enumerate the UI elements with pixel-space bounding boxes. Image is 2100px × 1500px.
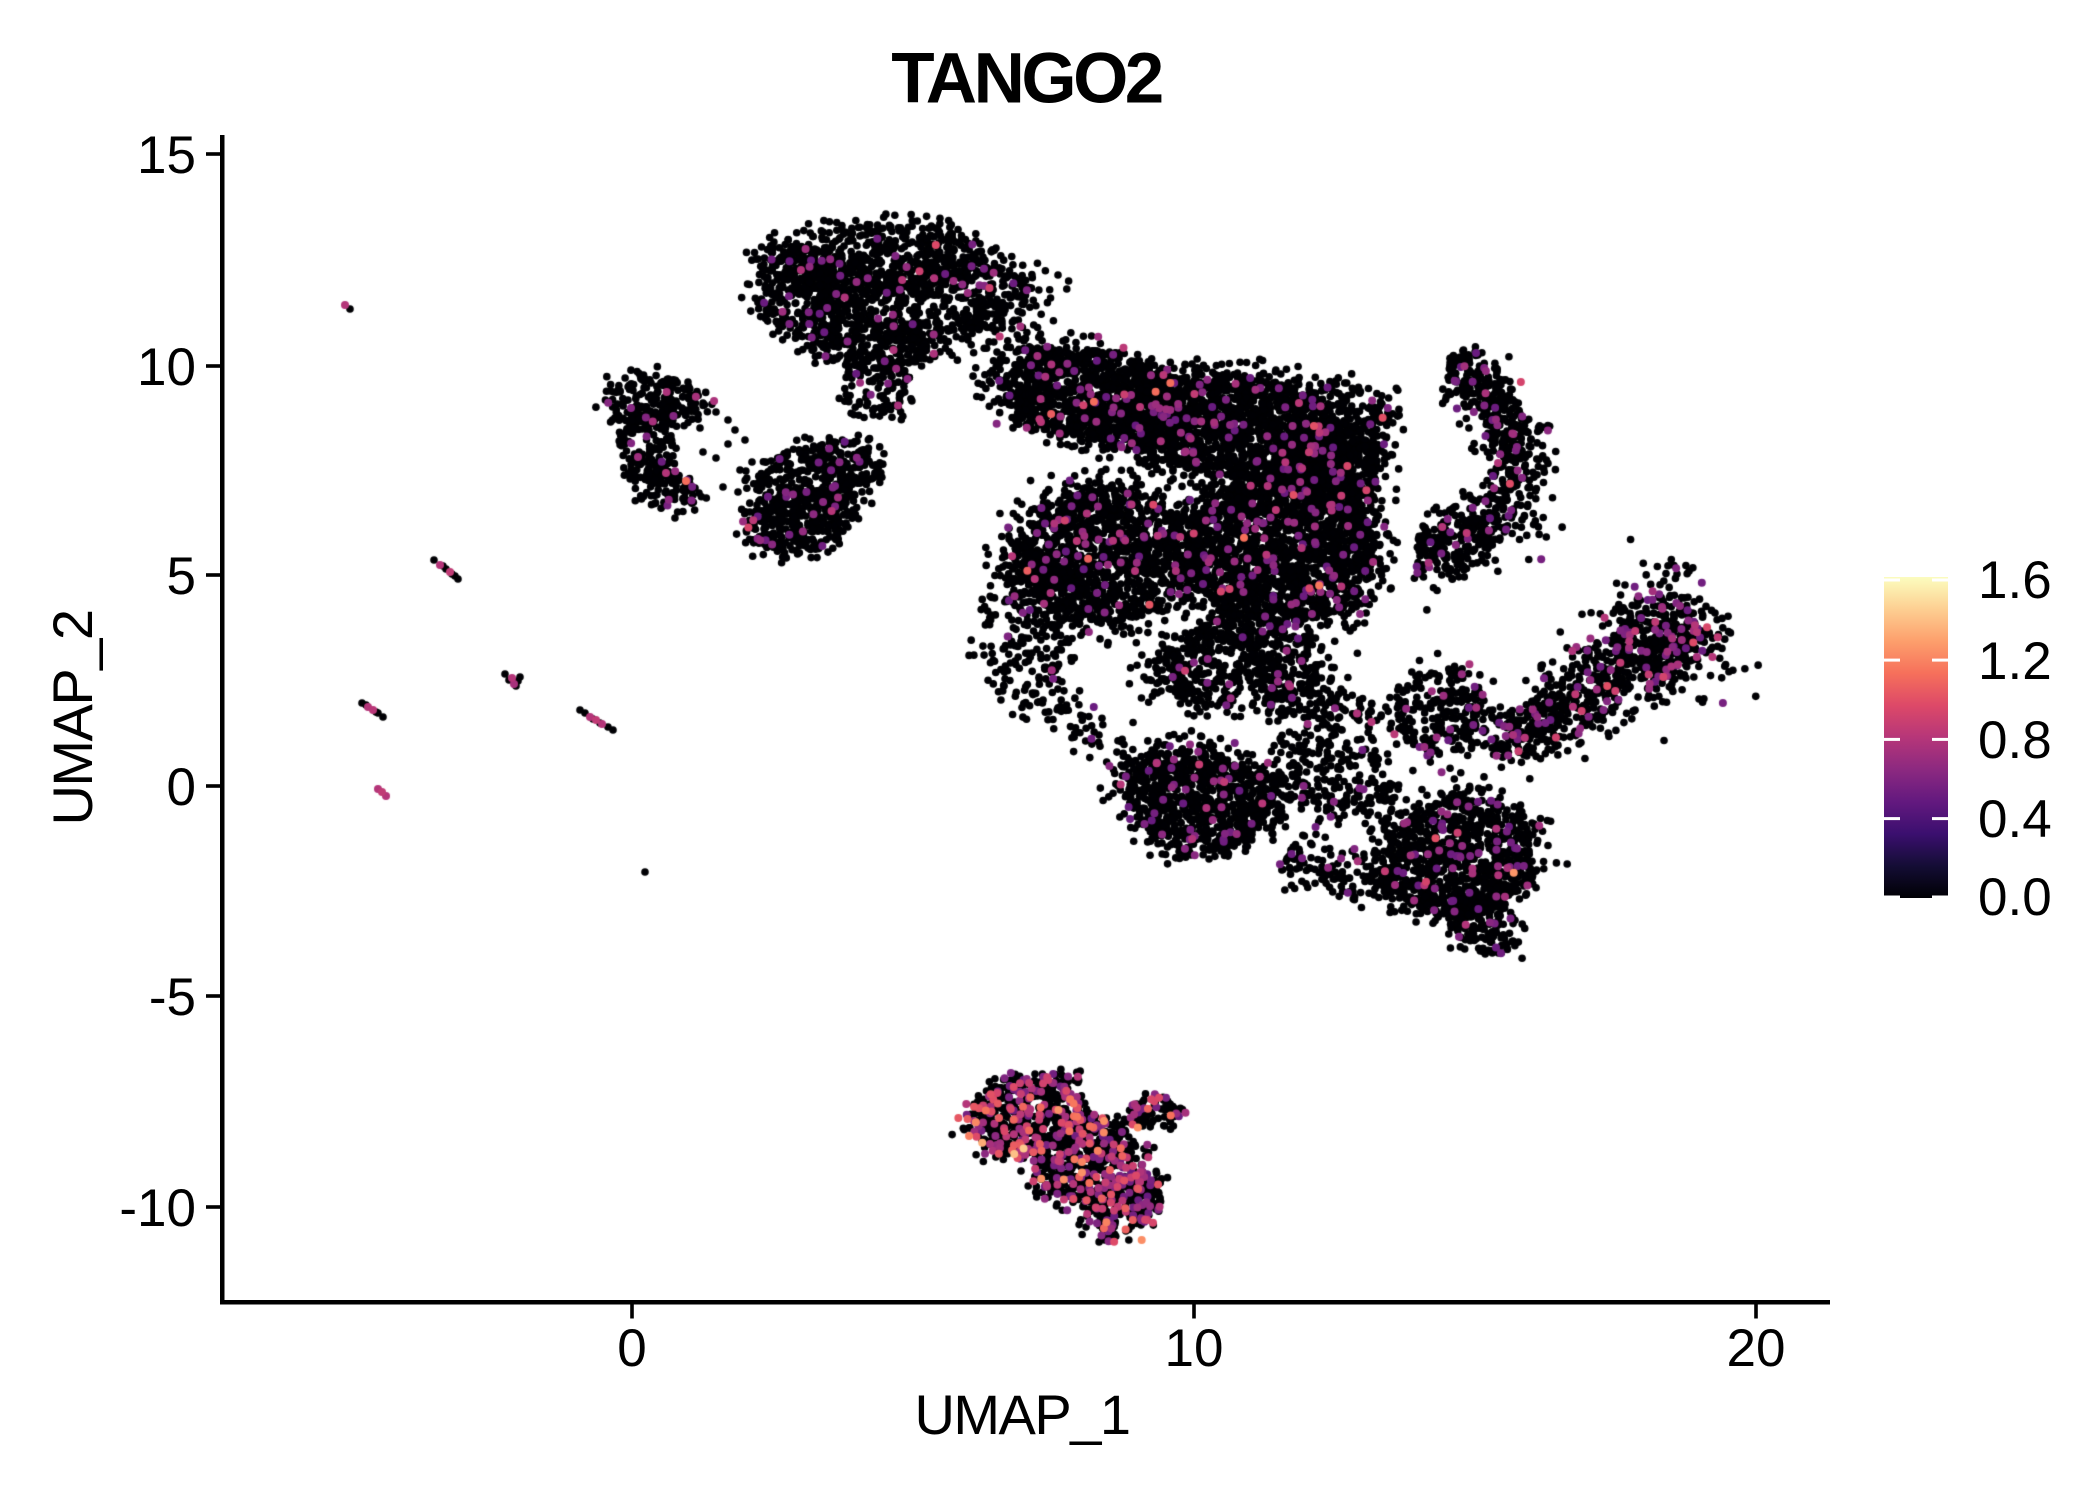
svg-text:TANGO2: TANGO2	[891, 40, 1162, 119]
svg-text:10: 10	[137, 338, 196, 397]
svg-text:UMAP_2: UMAP_2	[41, 610, 104, 825]
svg-text:UMAP_1: UMAP_1	[914, 1383, 1129, 1446]
svg-text:1.2: 1.2	[1978, 632, 2052, 691]
svg-text:-10: -10	[119, 1179, 196, 1238]
svg-text:-5: -5	[149, 968, 196, 1027]
svg-text:5: 5	[167, 547, 196, 606]
svg-text:20: 20	[1727, 1319, 1786, 1378]
svg-text:0.8: 0.8	[1978, 711, 2052, 770]
svg-text:0.4: 0.4	[1978, 790, 2052, 849]
svg-text:1.6: 1.6	[1978, 551, 2052, 610]
svg-text:15: 15	[137, 126, 196, 185]
svg-text:10: 10	[1165, 1319, 1224, 1378]
svg-text:0: 0	[617, 1319, 646, 1378]
svg-text:0: 0	[167, 758, 196, 817]
svg-text:0.0: 0.0	[1978, 868, 2052, 927]
